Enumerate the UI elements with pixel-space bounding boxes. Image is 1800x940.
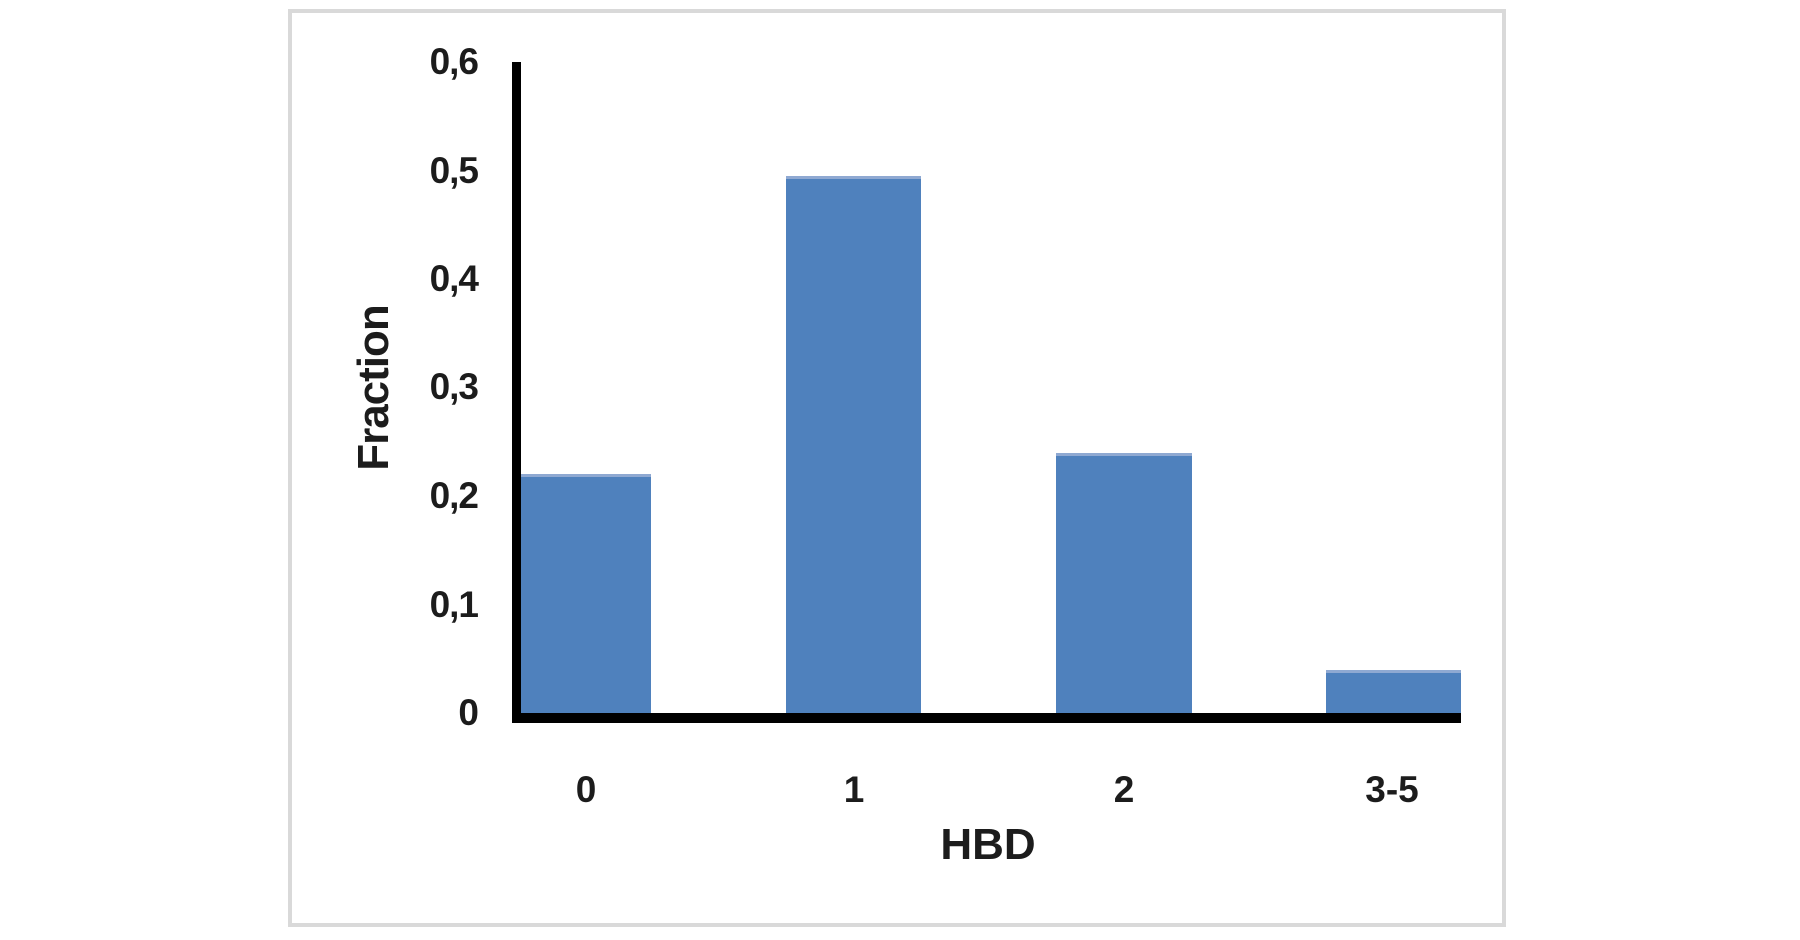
y-tick-label-0,6: 0,6 <box>429 41 479 82</box>
x-tick-label-0: 0 <box>575 769 597 810</box>
y-tick-label-0,2: 0,2 <box>429 475 479 516</box>
bar-category-3-5 <box>1326 670 1461 713</box>
y-tick-label-0,5: 0,5 <box>429 150 479 191</box>
y-tick-label-0,1: 0,1 <box>429 584 479 625</box>
x-tick-label-2: 2 <box>1113 769 1135 810</box>
y-tick-label-0: 0 <box>458 692 479 733</box>
x-axis-line <box>512 713 1461 723</box>
bar-category-0 <box>521 474 651 713</box>
x-tick-label-3-5: 3-5 <box>1365 769 1419 810</box>
y-axis-line <box>512 62 521 723</box>
y-tick-label-0,4: 0,4 <box>429 258 479 299</box>
x-tick-label-1: 1 <box>843 769 865 810</box>
x-axis-title: HBD <box>940 820 1036 869</box>
bar-category-2 <box>1056 453 1192 713</box>
bar-category-1 <box>786 176 921 713</box>
y-axis-title: Fraction <box>349 305 398 471</box>
y-tick-label-0,3: 0,3 <box>429 366 479 407</box>
